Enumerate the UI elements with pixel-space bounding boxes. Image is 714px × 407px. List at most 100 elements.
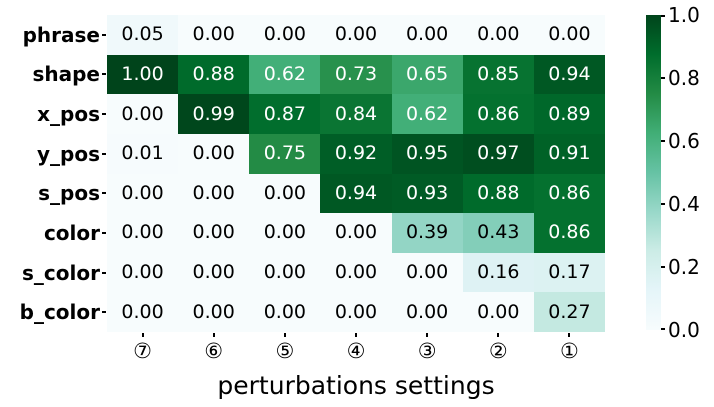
- x-axis-title: perturbations settings: [217, 371, 495, 400]
- heatmap-cell: 0.95: [391, 133, 463, 174]
- col-tick-label: ⑥: [204, 338, 224, 363]
- heatmap-cell: 0.62: [249, 54, 321, 95]
- colorbar-tick-mark: [661, 77, 665, 79]
- heatmap-cell: 0.00: [178, 15, 250, 55]
- heatmap-cell: 0.88: [178, 54, 250, 95]
- heatmap-cell: 0.00: [107, 94, 179, 134]
- heatmap-cell: 0.00: [107, 213, 179, 253]
- x-tick-mark: [283, 333, 286, 337]
- colorbar-tick-label: 0.4: [668, 192, 700, 216]
- heatmap-cell: 0.00: [249, 173, 321, 214]
- x-axis-labels: ⑦ ⑥ ⑤ ④ ③ ② ①: [107, 339, 605, 363]
- y-tick-mark: [102, 73, 106, 76]
- heatmap-cell: 0.94: [320, 173, 392, 214]
- heatmap-cell: 0.00: [249, 213, 321, 253]
- colorbar-tick-label: 0.8: [668, 66, 700, 90]
- heatmap-cell: 0.97: [462, 133, 534, 174]
- heatmap-cell: 0.00: [462, 15, 534, 55]
- heatmap-cell: 0.00: [462, 292, 534, 332]
- row-label: s_pos: [38, 181, 100, 206]
- row-label: phrase: [22, 22, 100, 47]
- heatmap-cell: 0.00: [249, 15, 321, 55]
- heatmap-cell: 0.00: [391, 252, 463, 293]
- row-label: y_pos: [37, 141, 100, 166]
- heatmap-cell: 0.00: [249, 252, 321, 293]
- heatmap-cell: 0.94: [533, 54, 605, 95]
- heatmap-cell: 0.99: [178, 94, 250, 134]
- x-tick-mark: [568, 333, 571, 337]
- heatmap-cell: 0.88: [462, 173, 534, 214]
- colorbar-tick-label: 0.2: [668, 255, 700, 279]
- heatmap-cell: 0.00: [107, 173, 179, 214]
- heatmap-cell: 0.27: [533, 292, 605, 332]
- heatmap-cell: 0.00: [107, 252, 179, 293]
- heatmap-cell: 0.39: [391, 213, 463, 253]
- colorbar: 1.0 0.8 0.6 0.4 0.2 0.0: [646, 5, 700, 340]
- heatmap-cell: 0.75: [249, 133, 321, 174]
- colorbar-tick-label: 0.0: [668, 318, 700, 342]
- y-tick-mark: [102, 113, 106, 116]
- y-tick-mark: [102, 192, 106, 195]
- heatmap-cell: 0.00: [320, 252, 392, 293]
- heatmap-cell: 0.43: [462, 213, 534, 253]
- row-label: s_color: [22, 260, 100, 285]
- row-label: color: [43, 220, 100, 245]
- col-tick-label: ④: [346, 338, 366, 363]
- col-tick-label: ①: [560, 338, 579, 363]
- x-tick-mark: [212, 333, 215, 337]
- col-tick-label: ②: [488, 338, 508, 363]
- colorbar-tick-mark: [661, 266, 665, 268]
- heatmap-cell: 0.86: [462, 94, 534, 134]
- row-label: x_pos: [37, 102, 100, 127]
- heatmap-cell: 0.73: [320, 54, 392, 95]
- y-tick-mark: [102, 311, 106, 314]
- heatmap-cell: 0.86: [533, 173, 605, 214]
- colorbar-tick-mark: [661, 140, 665, 142]
- heatmap-cell: 0.00: [249, 292, 321, 332]
- heatmap-cell: 1.00: [107, 54, 179, 95]
- heatmap-cell: 0.00: [178, 173, 250, 214]
- row-label: shape: [32, 62, 100, 87]
- heatmap-cell: 0.00: [320, 292, 392, 332]
- heatmap-cell: 0.93: [391, 173, 463, 214]
- heatmap-cell: 0.62: [391, 94, 463, 134]
- x-tick-mark: [426, 333, 429, 337]
- heatmap-cell: 0.01: [107, 133, 179, 174]
- y-tick-mark: [102, 33, 106, 36]
- heatmap-cell: 0.00: [178, 213, 250, 253]
- heatmap-cell: 0.05: [107, 15, 179, 55]
- heatmap-cell: 0.92: [320, 133, 392, 174]
- colorbar-tick-mark: [661, 328, 665, 330]
- col-tick-label: ⑤: [275, 338, 295, 363]
- heatmap-cell: 0.65: [391, 54, 463, 95]
- heatmap-cell: 0.00: [533, 15, 605, 55]
- y-tick-mark: [102, 271, 106, 274]
- heatmap-grid: 0.05 0.00 0.00 0.00 0.00 0.00 0.00 1.00 0.88 0.62…: [107, 15, 605, 332]
- heatmap-cell: 0.00: [178, 133, 250, 174]
- row-label: b_color: [19, 300, 100, 325]
- x-tick-mark: [355, 333, 357, 337]
- y-tick-mark: [102, 152, 106, 155]
- heatmap-cell: 0.85: [462, 54, 534, 95]
- heatmap-cell: 0.00: [178, 292, 250, 332]
- heatmap-cell: 0.86: [533, 213, 605, 253]
- heatmap-cell: 0.17: [533, 252, 605, 293]
- heatmap-cell: 0.84: [320, 94, 392, 134]
- col-tick-label: ③: [417, 338, 437, 363]
- colorbar-tick-label: 1.0: [668, 3, 700, 27]
- heatmap-cell: 0.89: [533, 94, 605, 134]
- heatmap-cell: 0.91: [533, 133, 605, 174]
- y-tick-mark: [102, 231, 106, 234]
- colorbar-tick-label: 0.6: [668, 129, 700, 153]
- heatmap-cell: 0.00: [391, 292, 463, 332]
- heatmap-cell: 0.00: [391, 15, 463, 55]
- heatmap-cell: 0.00: [320, 213, 392, 253]
- heatmap-cell: 0.87: [249, 94, 321, 134]
- heatmap-cell: 0.00: [320, 15, 392, 55]
- heatmap-cell: 0.00: [107, 292, 179, 332]
- heatmap-cell: 0.00: [178, 252, 250, 293]
- col-tick-label: ⑦: [133, 338, 152, 363]
- colorbar-tick-mark: [661, 203, 665, 205]
